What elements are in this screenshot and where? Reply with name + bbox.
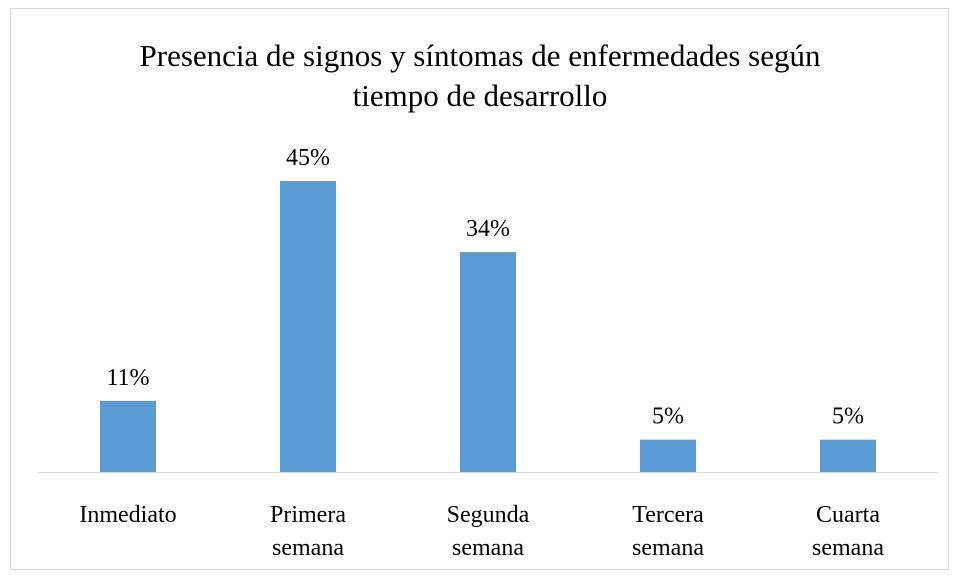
data-label: 5% [652, 404, 684, 430]
data-label: 45% [286, 145, 330, 171]
chart-title: Presencia de signos y síntomas de enferm… [139, 38, 821, 113]
bar [820, 439, 876, 472]
bar [460, 252, 516, 472]
x-tick-label: Tercera semana [632, 502, 704, 561]
data-label: 5% [832, 404, 864, 430]
bar [640, 439, 696, 472]
bar [280, 181, 336, 472]
x-tick-label: Cuarta semana [812, 502, 884, 561]
data-label: 11% [106, 365, 149, 391]
x-tick-label: Inmediato [79, 502, 177, 528]
data-label: 34% [466, 216, 510, 242]
x-tick-label: Segunda semana [446, 502, 530, 561]
x-tick-label: Primera semana [270, 502, 346, 561]
bar [100, 400, 156, 472]
